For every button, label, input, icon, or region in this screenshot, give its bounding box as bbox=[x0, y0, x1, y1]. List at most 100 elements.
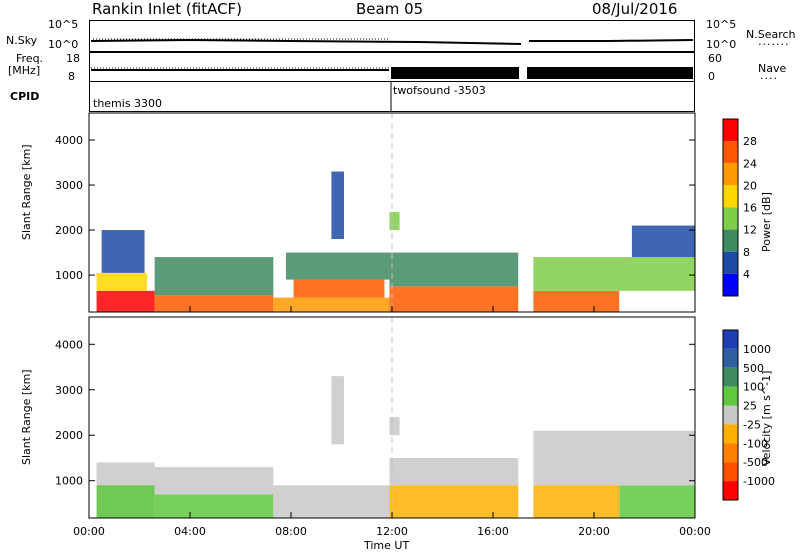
power-region-9 bbox=[389, 286, 519, 312]
power-region-7 bbox=[285, 252, 390, 280]
power-colorbar-seg-0 bbox=[723, 119, 738, 142]
power-region-4 bbox=[154, 257, 274, 296]
velocity-region-10 bbox=[619, 485, 695, 518]
velocity-colorbar-tick-4: -25 bbox=[743, 418, 761, 431]
nsearch-label: N.Search bbox=[746, 28, 796, 41]
cpid-label: CPID bbox=[10, 90, 40, 103]
cpid-value-1: themis 3300 bbox=[93, 97, 163, 110]
power-colorbar-seg-4 bbox=[723, 207, 738, 230]
velocity-colorbar-seg-0 bbox=[723, 330, 738, 349]
power-region-11 bbox=[389, 212, 400, 231]
power-colorbar-label: Power [dB] bbox=[760, 192, 773, 252]
power-region-5 bbox=[273, 297, 390, 312]
velocity-region-11 bbox=[533, 430, 695, 486]
velocity-colorbar-label: Velocity [m s^-1] bbox=[760, 370, 773, 466]
freq-unit-label: [MHz] bbox=[8, 64, 41, 77]
station-title: Rankin Inlet (fitACF) bbox=[92, 0, 243, 18]
power-region-8 bbox=[331, 171, 345, 240]
beam-title: Beam 05 bbox=[356, 0, 424, 18]
power-region-10 bbox=[389, 252, 519, 287]
date-title: 08/Jul/2016 bbox=[592, 0, 678, 18]
velocity-region-2 bbox=[154, 494, 274, 518]
power-colorbar-tick-3: 16 bbox=[743, 202, 757, 215]
x-tick-label-6: 00:00 bbox=[679, 525, 711, 538]
velocity-colorbar-tick-1: 500 bbox=[743, 362, 764, 375]
power-colorbar-tick-1: 8 bbox=[743, 246, 750, 259]
velocity-ytick-label-2: 3000 bbox=[55, 384, 83, 397]
velocity-region-7 bbox=[389, 457, 519, 486]
nsky-trace-2 bbox=[529, 39, 694, 42]
freq-panel bbox=[89, 52, 695, 82]
power-colorbar-tick-5: 24 bbox=[743, 157, 757, 170]
nsky-label: N.Sky bbox=[6, 34, 38, 47]
power-colorbar-tick-6: 28 bbox=[743, 135, 757, 148]
nave-tick-top: 60 bbox=[708, 52, 722, 65]
nave-legend-line: ···· bbox=[760, 72, 778, 85]
velocity-colorbar-seg-5 bbox=[723, 424, 738, 444]
velocity-region-6 bbox=[389, 485, 519, 518]
velocity-colorbar-seg-2 bbox=[723, 367, 738, 387]
freq-tick-bottom: 8 bbox=[68, 70, 75, 83]
velocity-ytick-label-3: 4000 bbox=[55, 338, 83, 351]
power-region-2 bbox=[101, 230, 145, 273]
power-region-12 bbox=[533, 290, 620, 312]
power-region-14 bbox=[631, 225, 695, 258]
velocity-region-4 bbox=[273, 485, 390, 518]
velocity-colorbar-seg-3 bbox=[723, 386, 738, 406]
velocity-colorbar-tick-2: 100 bbox=[743, 381, 764, 394]
nave-tick-bottom: 0 bbox=[708, 70, 715, 83]
velocity-ytick-label-0: 1000 bbox=[55, 475, 83, 488]
cpid-panel bbox=[89, 82, 695, 112]
freq-block-1 bbox=[391, 67, 519, 79]
nsky-panel bbox=[89, 20, 695, 52]
power-colorbar-seg-6 bbox=[723, 251, 738, 274]
power-ytick-label-0: 1000 bbox=[55, 269, 83, 282]
power-colorbar-tick-4: 20 bbox=[743, 179, 757, 192]
velocity-region-9 bbox=[533, 485, 620, 518]
nsearch-tick-top: 10^5 bbox=[706, 18, 737, 31]
power-colorbar-seg-2 bbox=[723, 163, 738, 186]
power-ytick-label-2: 3000 bbox=[55, 179, 83, 192]
power-ytick-label-1: 2000 bbox=[55, 224, 83, 237]
velocity-colorbar-tick-6: -500 bbox=[743, 456, 768, 469]
x-tick-label-0: 00:00 bbox=[73, 525, 105, 538]
nsky-trace-1 bbox=[90, 38, 522, 45]
power-region-3 bbox=[154, 295, 274, 312]
nave-label: Nave bbox=[758, 62, 787, 75]
power-colorbar-frame bbox=[722, 118, 739, 297]
power-region-13 bbox=[533, 257, 695, 291]
velocity-ytick-label-1: 2000 bbox=[55, 429, 83, 442]
freq-block-2 bbox=[527, 67, 693, 79]
power-colorbar-tick-0: 4 bbox=[743, 268, 750, 281]
power-colorbar-tick-2: 12 bbox=[743, 224, 757, 237]
x-tick-label-2: 08:00 bbox=[275, 525, 307, 538]
nsky-tick-top: 10^5 bbox=[48, 18, 79, 31]
nsearch-tick-bottom: 10^0 bbox=[706, 38, 737, 51]
power-data-gap bbox=[520, 114, 533, 311]
velocity-ylabel: Slant Range [km] bbox=[20, 369, 33, 465]
power-region-6 bbox=[293, 279, 385, 298]
nsearch-legend-line: ······· bbox=[758, 38, 790, 51]
power-colorbar-seg-3 bbox=[723, 185, 738, 208]
velocity-region-5 bbox=[331, 376, 345, 445]
x-tick-label-1: 04:00 bbox=[174, 525, 206, 538]
power-ytick-label-3: 4000 bbox=[55, 134, 83, 147]
x-tick-label-4: 16:00 bbox=[477, 525, 509, 538]
freq-tick-top: 18 bbox=[66, 52, 80, 65]
power-colorbar-seg-5 bbox=[723, 229, 738, 252]
velocity-region-1 bbox=[96, 485, 155, 518]
velocity-region-8 bbox=[389, 417, 400, 436]
velocity-colorbar-tick-5: -100 bbox=[743, 437, 768, 450]
velocity-colorbar-frame bbox=[722, 329, 739, 501]
power-colorbar-seg-7 bbox=[723, 273, 738, 296]
x-tick-label-3: 12:00 bbox=[376, 525, 408, 538]
velocity-colorbar-seg-8 bbox=[723, 481, 738, 500]
velocity-colorbar-seg-7 bbox=[723, 462, 738, 482]
velocity-region-3 bbox=[154, 467, 274, 495]
power-colorbar-seg-1 bbox=[723, 141, 738, 164]
velocity-colorbar-seg-4 bbox=[723, 405, 738, 425]
x-axis-label: Time UT bbox=[364, 539, 410, 552]
velocity-colorbar-seg-1 bbox=[723, 348, 738, 368]
power-region-0 bbox=[96, 290, 155, 312]
power-region-1 bbox=[96, 272, 148, 291]
